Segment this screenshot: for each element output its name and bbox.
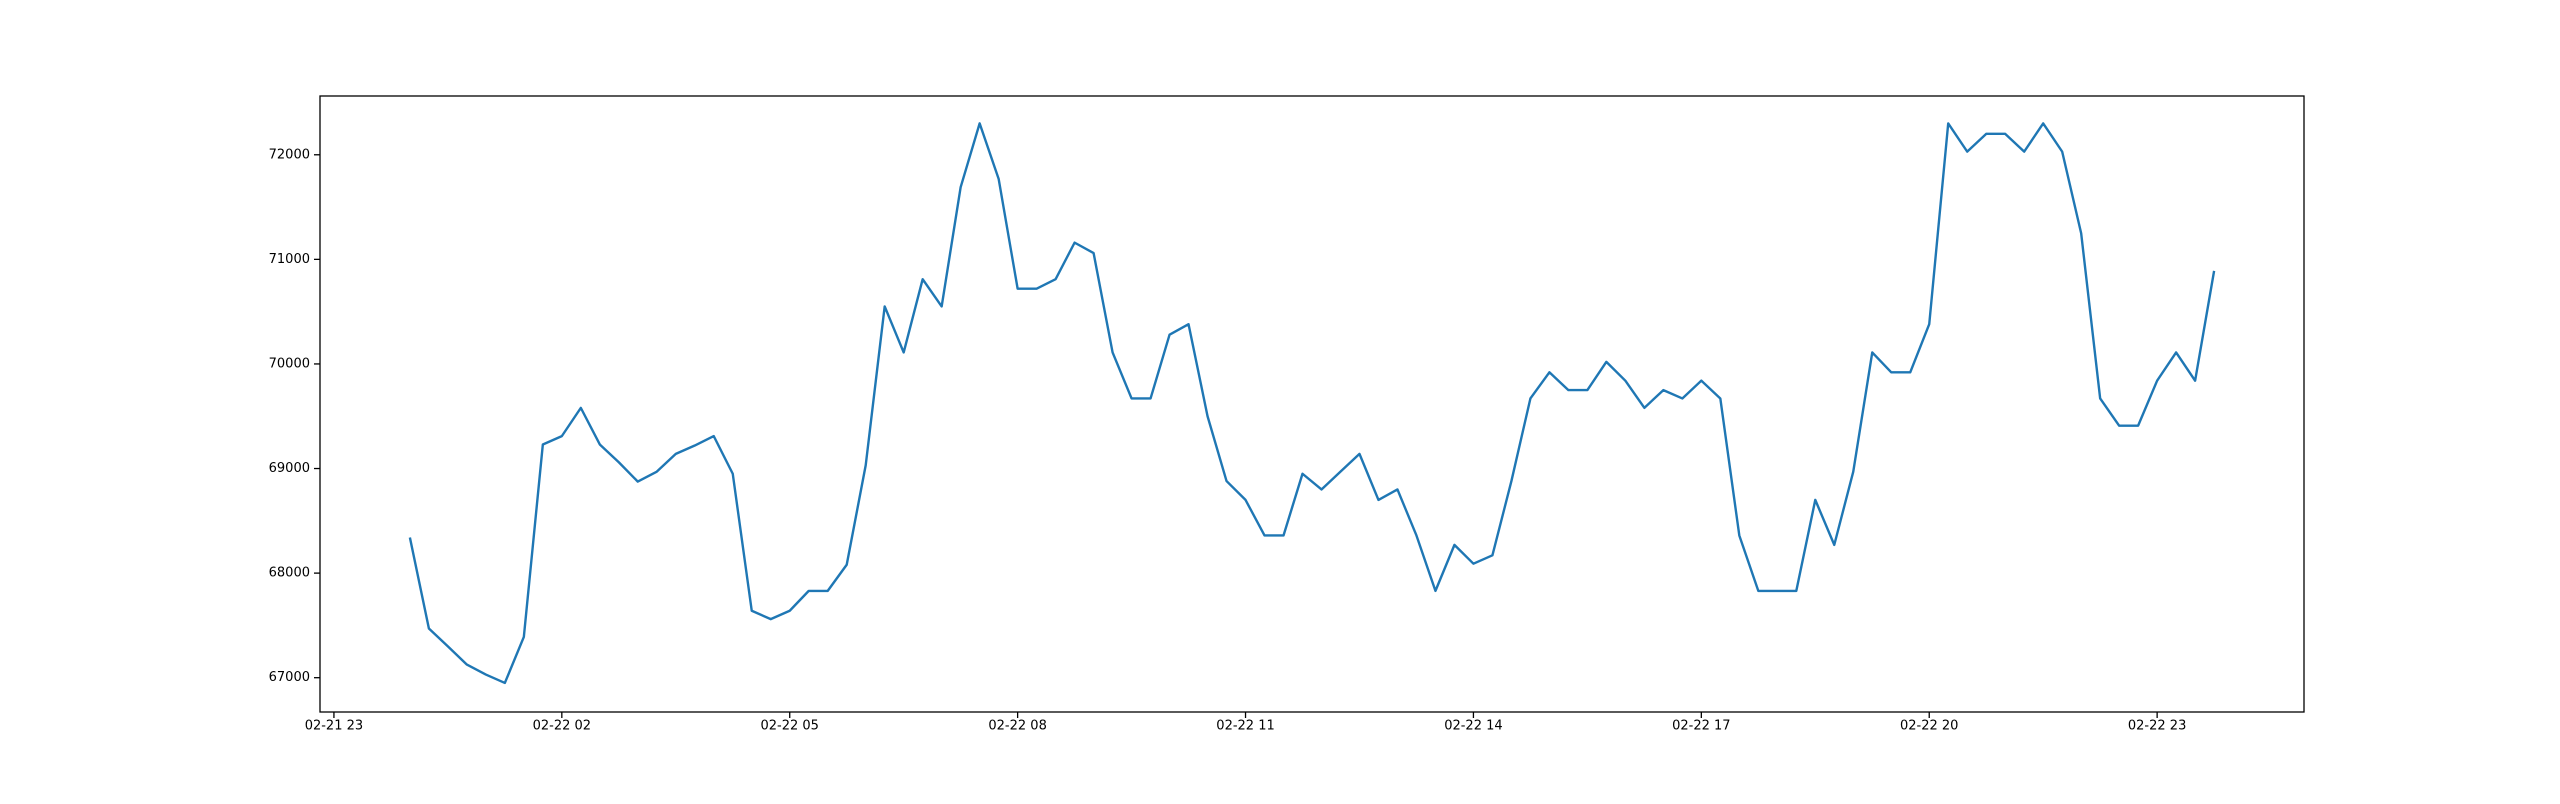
y-tick-label: 69000 — [269, 461, 310, 476]
x-tick-label: 02-22 05 — [761, 719, 819, 734]
line — [408, 122, 2216, 685]
x-tick-label: 02-22 02 — [533, 719, 591, 734]
x-tick-label: 02-22 17 — [1672, 719, 1730, 734]
x-tick-label: 02-22 14 — [1444, 719, 1502, 734]
x-tick-label: 02-22 23 — [2128, 719, 2186, 734]
x-tick-label: 02-21 23 — [305, 719, 363, 734]
x-tick-label: 02-22 20 — [1900, 719, 1958, 734]
plot-frame — [319, 95, 2305, 713]
y-tick-label: 70000 — [269, 356, 310, 371]
y-tick-label: 68000 — [269, 566, 310, 581]
y-tick-label: 71000 — [269, 252, 310, 267]
y-tick-label: 72000 — [269, 147, 310, 162]
y-tick-label: 67000 — [269, 670, 310, 685]
x-tick-label: 02-22 08 — [988, 719, 1046, 734]
x-tick-label: 02-22 11 — [1216, 719, 1274, 734]
